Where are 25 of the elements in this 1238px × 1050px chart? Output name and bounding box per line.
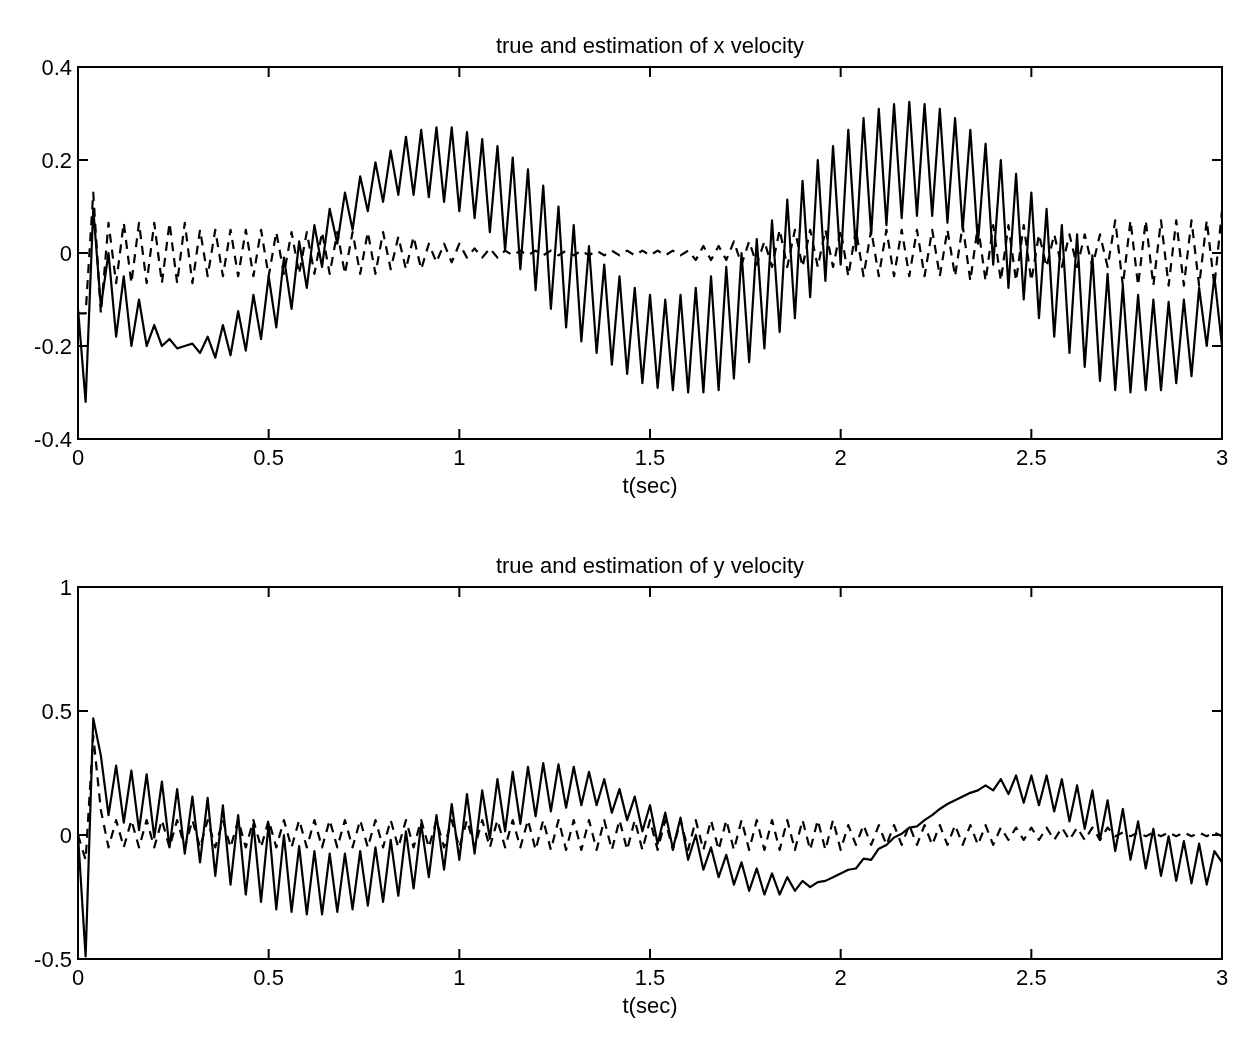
x-tick-label: 0.5 (253, 965, 284, 990)
y-tick-label: 0 (59, 823, 72, 848)
y-tick-label: -0.4 (34, 427, 72, 452)
y-tick-label: -0.2 (34, 334, 72, 359)
y-tick-label: 1 (59, 575, 72, 600)
x-tick-label: 1.5 (634, 445, 666, 470)
x-tick-label: 2 (834, 445, 847, 470)
chart-title: true and estimation of x velocity (495, 33, 805, 58)
x-tick-label: 1 (453, 965, 466, 990)
y-tick-label: 0.4 (41, 55, 72, 80)
x-tick-label: 2.5 (1016, 965, 1047, 990)
y-tick-label: 0 (59, 241, 72, 266)
x-axis-title: t(sec) (622, 993, 678, 1018)
x-tick-label: 1 (453, 445, 466, 470)
chart-title: true and estimation of y velocity (495, 553, 805, 578)
x-axis-title: t(sec) (622, 473, 678, 498)
y-tick-label: 0.2 (41, 148, 72, 173)
x-tick-label: 2.5 (1016, 445, 1047, 470)
x-tick-label: 3 (1215, 445, 1229, 470)
y-tick-label: -0.5 (34, 947, 72, 972)
x-tick-label: 2 (834, 965, 847, 990)
x-tick-label: 1.5 (634, 965, 666, 990)
x-tick-label: 0.5 (253, 445, 284, 470)
y-tick-label: 0.5 (41, 699, 72, 724)
x-tick-label: 3 (1215, 965, 1229, 990)
